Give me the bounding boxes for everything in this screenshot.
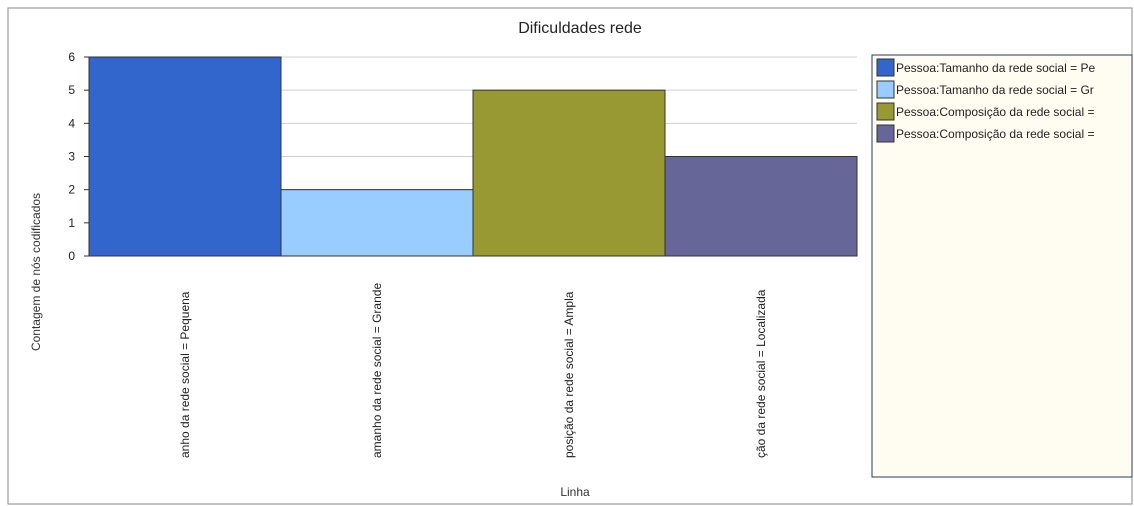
y-tick-label: 4: [68, 116, 75, 130]
legend-swatch: [876, 80, 895, 99]
legend-swatch: [876, 124, 895, 143]
y-axis-title: Contagem de nós codificados: [29, 193, 43, 351]
x-axis-category-labels: anho da rede social = Pequena amanho da r…: [178, 283, 768, 458]
x-axis-title: Linha: [560, 485, 590, 499]
legend: Pessoa:Tamanho da rede social = Pe Pessoa…: [871, 54, 1133, 478]
legend-swatch: [876, 102, 895, 121]
bar: [88, 56, 282, 257]
y-axis-ticks: 0 1 2 3 4 5 6: [68, 50, 75, 263]
x-category-label: ção da rede social = Localizada: [754, 289, 768, 458]
y-tick-label: 3: [68, 150, 75, 164]
x-category-label: anho da rede social = Pequena: [178, 291, 192, 458]
legend-entry-label: Pessoa:Tamanho da rede social = Pe: [896, 61, 1095, 75]
y-tick-label: 0: [68, 249, 75, 263]
legend-swatch: [876, 58, 895, 77]
bar: [472, 89, 666, 257]
bars: [88, 56, 858, 257]
legend-entry-label: Pessoa:Tamanho da rede social = Gr: [896, 83, 1094, 97]
y-tick-label: 5: [68, 83, 75, 97]
chart-title: Dificuldades rede: [518, 20, 642, 37]
y-tick-label: 2: [68, 183, 75, 197]
bar: [664, 156, 858, 257]
axes: [84, 56, 857, 257]
legend-entry-label: Pessoa:Composição da rede social =: [896, 105, 1094, 119]
y-tick-label: 6: [68, 50, 75, 64]
legend-entry-label: Pessoa:Composição da rede social =: [896, 127, 1094, 141]
y-tick-label: 1: [68, 216, 75, 230]
bar: [280, 189, 474, 257]
x-category-label: amanho da rede social = Grande: [370, 283, 384, 458]
x-category-label: posição da rede social = Ampla: [562, 291, 576, 458]
legend-box: [871, 54, 1133, 478]
